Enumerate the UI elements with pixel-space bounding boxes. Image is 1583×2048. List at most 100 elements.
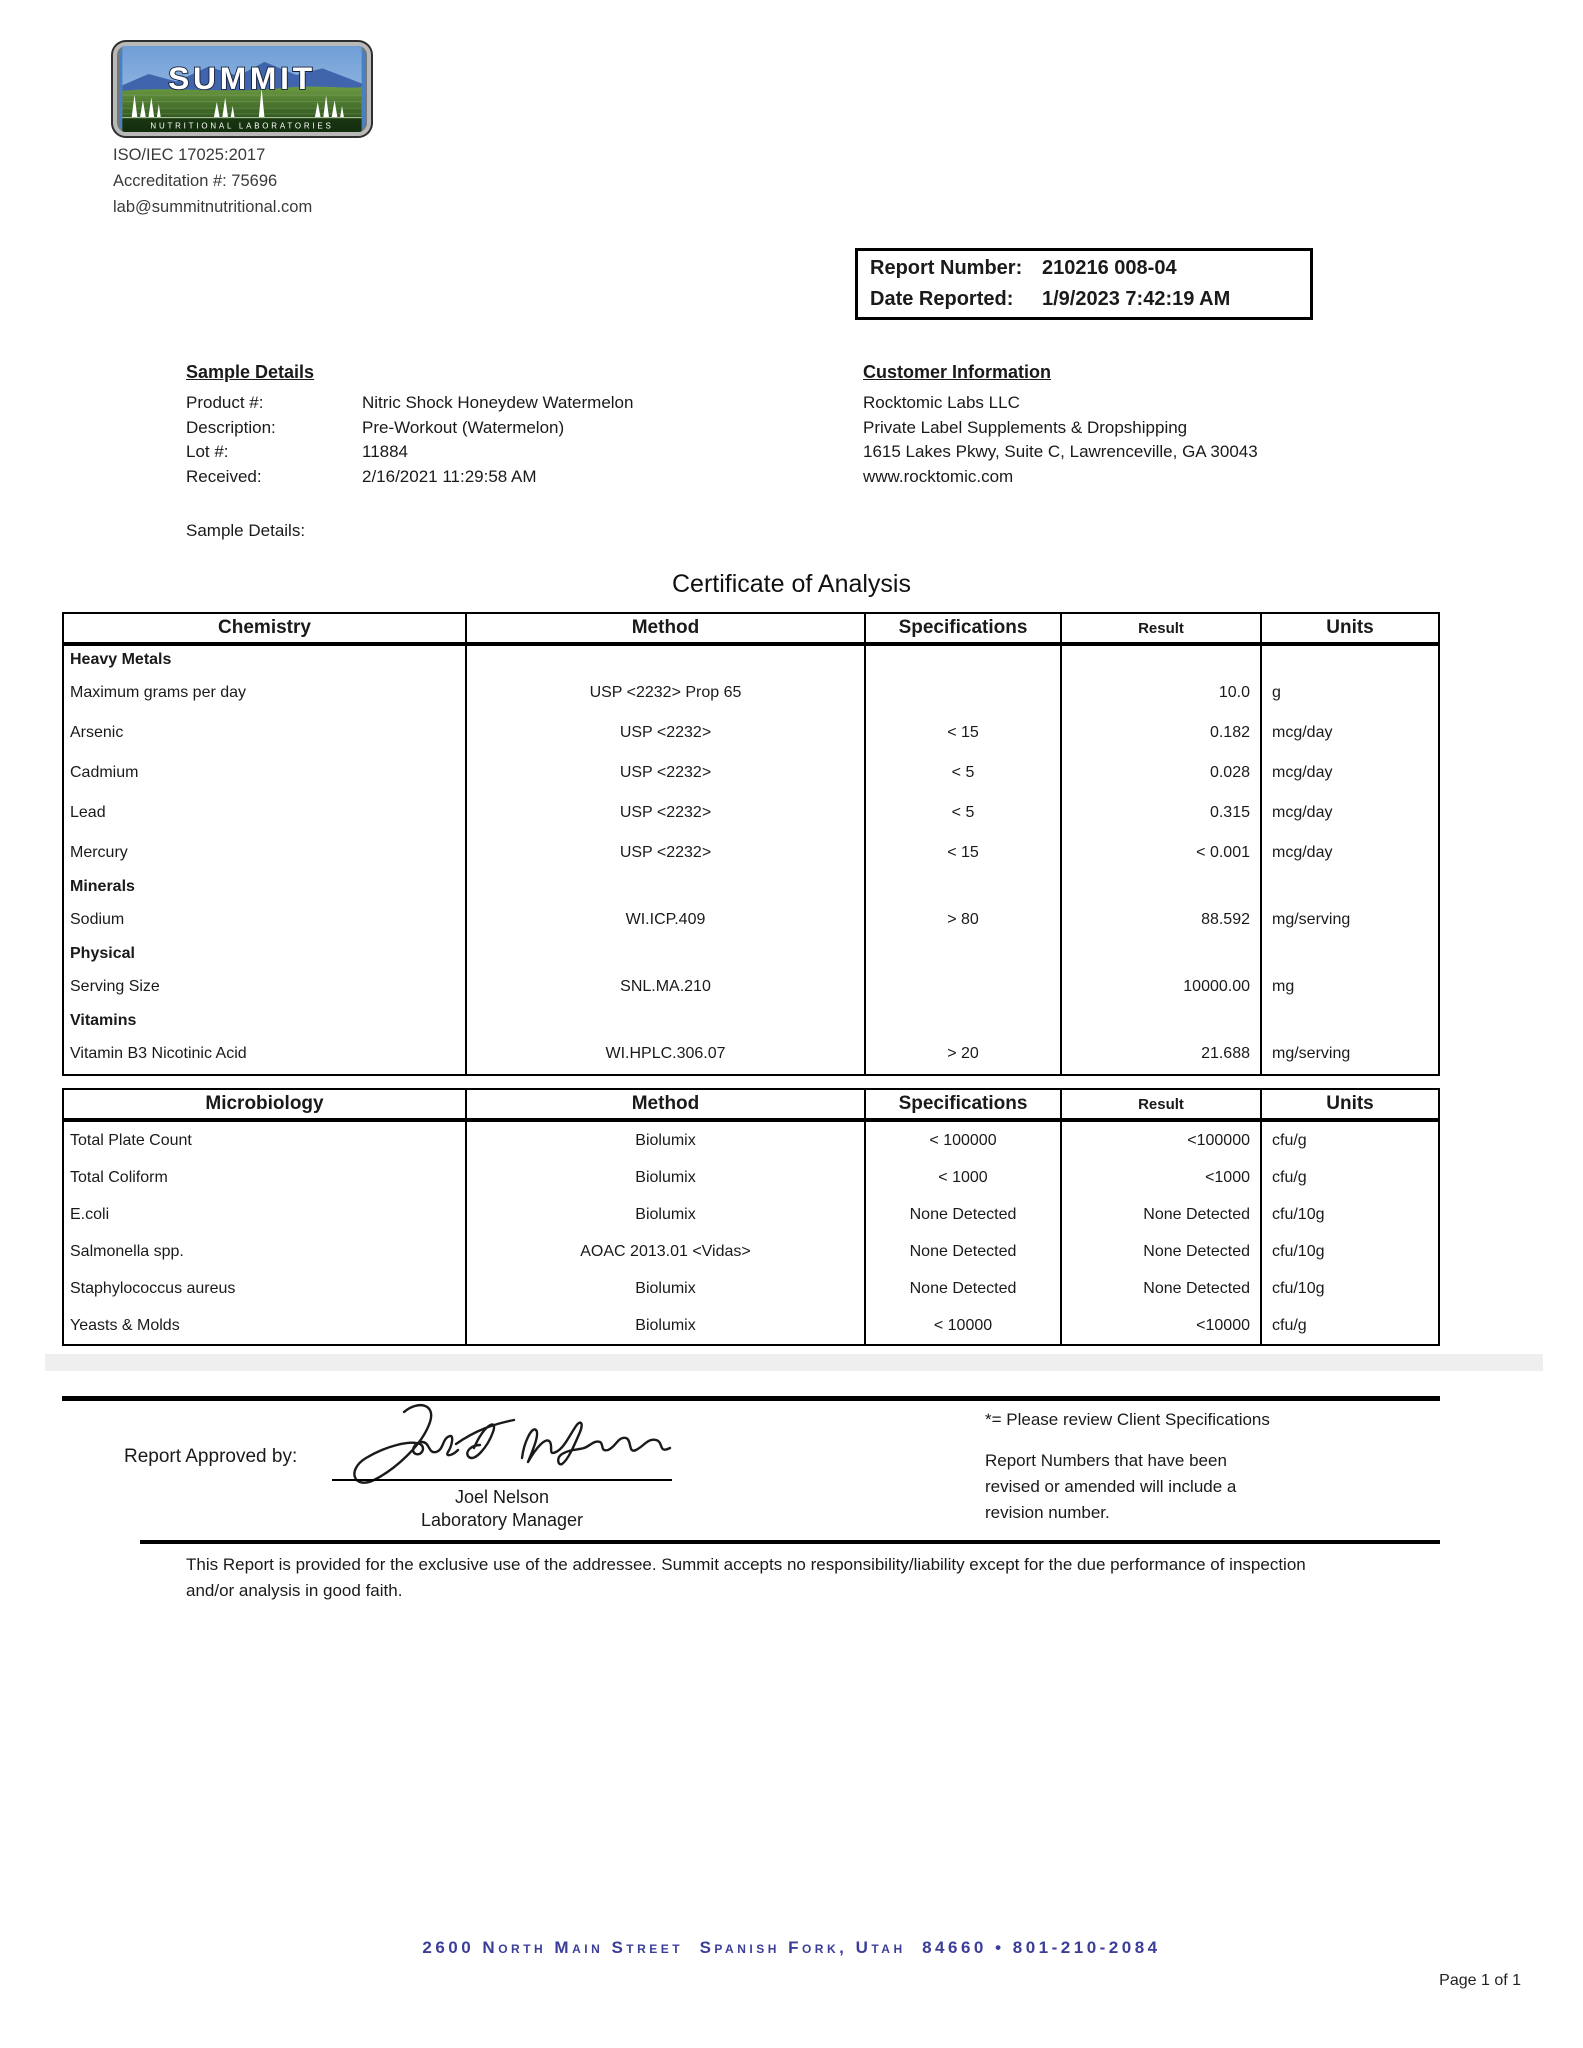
header-units: Units — [1326, 617, 1374, 638]
cell-name: Maximum grams per day — [64, 673, 467, 713]
header-units: Units — [1326, 1093, 1374, 1114]
disclaimer-text: This Report is provided for the exclusiv… — [186, 1555, 1306, 1600]
table-row: Maximum grams per day USP <2232> Prop 65… — [64, 673, 1438, 713]
customer-information-block: Customer Information Rocktomic Labs LLC … — [863, 362, 1258, 489]
header-microbiology: Microbiology — [64, 1090, 467, 1118]
cell-units: cfu/10g — [1272, 1242, 1325, 1260]
lab-address-footer: 2600 North Main Street Spanish Fork, Uta… — [422, 1938, 1161, 1957]
cell-name: E.coli — [64, 1196, 467, 1233]
cell-spec: < 10000 — [866, 1307, 1062, 1344]
cell-name: Salmonella spp. — [64, 1233, 467, 1270]
customer-name: Rocktomic Labs LLC — [863, 393, 1020, 412]
cell-result: <100000 — [1062, 1122, 1262, 1159]
received-label: Received: — [186, 466, 262, 486]
cell-units: cfu/g — [1272, 1168, 1307, 1186]
table-row: Sodium WI.ICP.409 > 80 88.592 mg/serving — [64, 900, 1438, 940]
logo-brand-text: SUMMIT — [168, 60, 316, 96]
cell-name: Minerals — [64, 873, 467, 900]
cell-units: mg/serving — [1272, 911, 1351, 928]
cell-result: 10000.00 — [1062, 967, 1262, 1007]
lab-email: lab@summitnutritional.com — [113, 198, 313, 216]
product-label: Product #: — [186, 393, 264, 412]
cell-result: None Detected — [1062, 1196, 1262, 1233]
cell-name: Vitamin B3 Nicotinic Acid — [64, 1034, 467, 1074]
table-row: Physical — [64, 940, 1438, 967]
cell-method: Biolumix — [467, 1159, 866, 1196]
revision-note: Report Numbers that have been revised or… — [985, 1451, 1237, 1522]
cell-name: Serving Size — [64, 967, 467, 1007]
cell-name: Vitamins — [64, 1007, 467, 1034]
description-label: Description: — [186, 417, 276, 437]
table-row: Vitamins — [64, 1007, 1438, 1034]
cell-name: Arsenic — [64, 713, 467, 753]
report-number-label: Report Number: — [870, 257, 1023, 279]
cell-spec: < 15 — [866, 833, 1062, 873]
cell-spec: < 100000 — [866, 1122, 1062, 1159]
cell-units: mcg/day — [1272, 804, 1333, 821]
table-row: Total Plate Count Biolumix < 100000 <100… — [64, 1122, 1438, 1159]
cell-units: mcg/day — [1272, 844, 1333, 861]
cell-spec: < 1000 — [866, 1159, 1062, 1196]
cell-result: None Detected — [1062, 1233, 1262, 1270]
summit-logo-art: SUMMIT NUTRITIONAL LABORATORIES — [122, 46, 362, 132]
cell-units: mcg/day — [1272, 724, 1333, 741]
approver-title: Laboratory Manager — [420, 1510, 584, 1530]
cell-result: <10000 — [1062, 1307, 1262, 1344]
iso-line: ISO/IEC 17025:2017 — [113, 146, 266, 164]
accreditation-number: Accreditation #: 75696 — [113, 172, 278, 190]
chemistry-table-header: Chemistry Method Specifications Result U… — [64, 614, 1438, 646]
table-row: Lead USP <2232> < 5 0.315 mcg/day — [64, 793, 1438, 833]
cell-spec — [866, 673, 1062, 713]
cell-units: cfu/g — [1272, 1316, 1307, 1334]
table-row: Yeasts & Molds Biolumix < 10000 <10000 c… — [64, 1307, 1438, 1344]
table-row: Total Coliform Biolumix < 1000 <1000 cfu… — [64, 1159, 1438, 1196]
cell-method: USP <2232> — [467, 833, 866, 873]
cell-result: 0.182 — [1062, 713, 1262, 753]
cell-spec: < 15 — [866, 713, 1062, 753]
lot-label: Lot #: — [186, 442, 229, 461]
date-reported-value: 1/9/2023 7:42:19 AM — [1042, 288, 1231, 310]
cell-result: 0.028 — [1062, 753, 1262, 793]
table-row: Salmonella spp. AOAC 2013.01 <Vidas> Non… — [64, 1233, 1438, 1270]
customer-address: 1615 Lakes Pkwy, Suite C, Lawrenceville,… — [863, 442, 1258, 461]
cell-name: Total Coliform — [64, 1159, 467, 1196]
customer-website: www.rocktomic.com — [863, 466, 1014, 486]
cell-method: Biolumix — [467, 1122, 866, 1159]
cell-units: mg/serving — [1272, 1045, 1351, 1062]
header-chemistry: Chemistry — [64, 614, 467, 642]
cell-name: Staphylococcus aureus — [64, 1270, 467, 1307]
cell-name: Lead — [64, 793, 467, 833]
approver-name: Joel Nelson — [454, 1487, 550, 1507]
chemistry-table: Chemistry Method Specifications Result U… — [62, 612, 1440, 1076]
cell-spec — [866, 967, 1062, 1007]
cell-method: AOAC 2013.01 <Vidas> — [467, 1233, 866, 1270]
microbiology-table-header: Microbiology Method Specifications Resul… — [64, 1090, 1438, 1122]
cell-method: Biolumix — [467, 1307, 866, 1344]
table-row: Heavy Metals — [64, 646, 1438, 673]
cell-units: cfu/g — [1272, 1131, 1307, 1149]
cell-method: USP <2232> Prop 65 — [467, 673, 866, 713]
divider-rule-top — [62, 1396, 1440, 1401]
description-value: Pre-Workout (Watermelon) — [362, 417, 565, 437]
header-result: Result — [1062, 1090, 1262, 1118]
received-value: 2/16/2021 11:29:58 AM — [362, 466, 537, 486]
cell-result: None Detected — [1062, 1270, 1262, 1307]
header-specifications: Specifications — [866, 614, 1062, 642]
cell-units: mcg/day — [1272, 764, 1333, 781]
report-approved-by-label: Report Approved by: — [124, 1446, 298, 1467]
table-row: E.coli Biolumix None Detected None Detec… — [64, 1196, 1438, 1233]
microbiology-table: Microbiology Method Specifications Resul… — [62, 1088, 1440, 1346]
table-row: Vitamin B3 Nicotinic Acid WI.HPLC.306.07… — [64, 1034, 1438, 1074]
cell-result: 21.688 — [1062, 1034, 1262, 1074]
cell-method: USP <2232> — [467, 753, 866, 793]
table-row: Staphylococcus aureus Biolumix None Dete… — [64, 1270, 1438, 1307]
cell-method: WI.ICP.409 — [467, 900, 866, 940]
table-row: Arsenic USP <2232> < 15 0.182 mcg/day — [64, 713, 1438, 753]
cell-name: Physical — [64, 940, 467, 967]
sample-details-heading: Sample Details — [186, 362, 315, 382]
cell-name: Sodium — [64, 900, 467, 940]
cell-spec: None Detected — [866, 1270, 1062, 1307]
table-row: Cadmium USP <2232> < 5 0.028 mcg/day — [64, 753, 1438, 793]
cell-spec: None Detected — [866, 1233, 1062, 1270]
cell-units: mg — [1272, 978, 1295, 995]
